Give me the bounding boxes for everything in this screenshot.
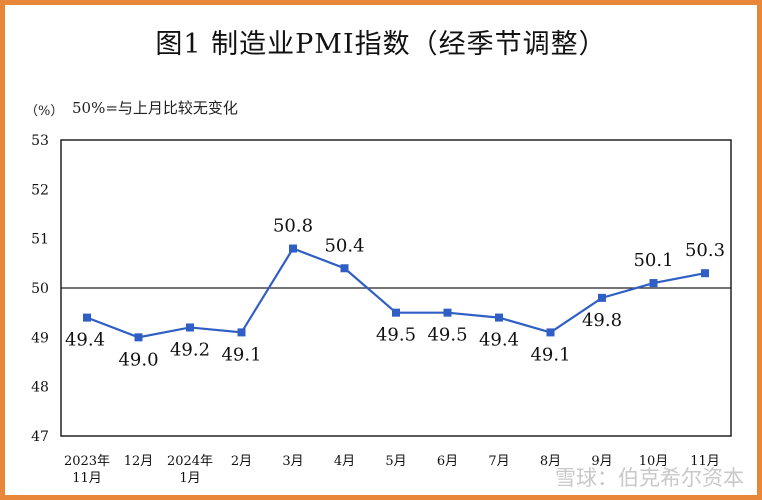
data-point <box>289 244 297 253</box>
watermark: 雪球：伯克希尔资本 <box>555 466 744 490</box>
x-tick-label: 4月 <box>334 454 355 469</box>
data-label: 49.5 <box>427 325 467 346</box>
data-point <box>186 323 194 332</box>
x-tick-label: 1月 <box>179 471 200 486</box>
y-tick-label: 53 <box>31 133 49 149</box>
x-tick-label: 5月 <box>385 454 406 469</box>
data-label: 49.8 <box>582 310 622 331</box>
data-point <box>237 328 246 337</box>
x-tick-label: 8月 <box>540 454 561 469</box>
data-point <box>443 308 452 317</box>
data-label: 49.0 <box>118 349 158 370</box>
data-label: 49.4 <box>479 330 519 351</box>
data-point <box>392 308 400 317</box>
x-tick-label: 10月 <box>639 454 669 469</box>
data-label: 50.3 <box>685 240 725 261</box>
x-tick-label: 6月 <box>437 454 458 469</box>
data-point <box>701 269 709 278</box>
y-tick-label: 48 <box>31 380 49 396</box>
data-point <box>495 313 503 322</box>
data-label: 50.8 <box>273 216 313 237</box>
x-tick-label: 3月 <box>282 454 303 469</box>
data-label: 49.2 <box>170 339 210 360</box>
x-tick-label: 11月 <box>690 454 720 469</box>
y-tick-label: 50 <box>31 281 49 297</box>
x-tick-label: 7月 <box>488 454 509 469</box>
data-point <box>340 264 349 273</box>
y-tick-label: 49 <box>31 330 49 346</box>
data-point <box>649 279 658 288</box>
x-tick-label: 12月 <box>124 454 154 469</box>
data-point <box>134 333 143 342</box>
chart-frame <box>5 5 757 495</box>
y-tick-label: 47 <box>31 429 49 445</box>
y-tick-label: 51 <box>31 232 49 248</box>
y-axis-unit: （%） <box>25 104 64 119</box>
data-point <box>83 313 91 322</box>
x-tick-label: 2024年 <box>167 454 213 469</box>
data-point <box>546 328 555 337</box>
data-label: 49.4 <box>65 330 105 351</box>
data-point <box>598 293 606 302</box>
chart-title: 图1 制造业PMI指数（经季节调整） <box>155 29 607 60</box>
data-label: 49.5 <box>376 325 416 346</box>
x-tick-label: 9月 <box>591 454 612 469</box>
chart-annotation: 50%=与上月比较无变化 <box>72 99 238 117</box>
x-tick-label: 2月 <box>231 454 252 469</box>
x-tick-label: 2023年 <box>64 454 110 469</box>
x-tick-label: 11月 <box>72 471 102 486</box>
data-label: 50.4 <box>324 235 364 256</box>
data-label: 50.1 <box>633 250 673 271</box>
y-tick-label: 52 <box>31 182 49 198</box>
data-label: 49.1 <box>530 344 570 365</box>
data-label: 49.1 <box>221 344 261 365</box>
